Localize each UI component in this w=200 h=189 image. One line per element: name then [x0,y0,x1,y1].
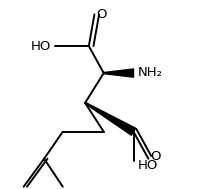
Text: O: O [97,8,107,21]
Text: HO: HO [31,40,52,53]
Polygon shape [104,69,134,77]
Text: HO: HO [137,159,158,172]
Text: NH₂: NH₂ [137,66,162,79]
Polygon shape [85,102,136,135]
Text: O: O [151,150,161,163]
